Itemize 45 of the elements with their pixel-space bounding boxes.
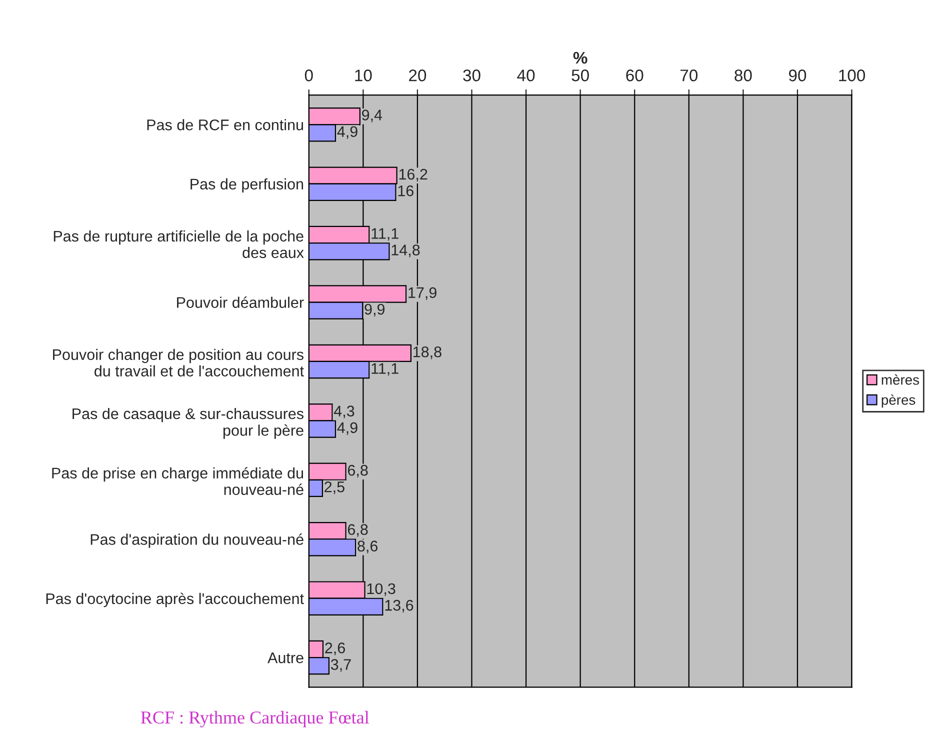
y-tick-label: Pas de prise en charge immédiate du nouveau-né: [52, 467, 304, 496]
x-tick-label: 90: [788, 70, 806, 82]
data-label: 4,9: [337, 126, 358, 139]
data-label: 16,2: [399, 168, 428, 182]
y-tick-label: Pas d'ocytocine après l'accouchement: [46, 592, 304, 608]
y-tick-label: Pas de RCF en continu: [147, 119, 304, 130]
data-label: 4,9: [337, 422, 358, 435]
data-label: 11,1: [372, 228, 398, 241]
data-label: 18,8: [413, 346, 442, 360]
data-label: 17,9: [408, 287, 436, 300]
data-label: 9,9: [364, 304, 385, 316]
legend-label: mères: [882, 374, 920, 385]
x-tick-label: 70: [680, 70, 698, 82]
data-label: 6,8: [348, 524, 368, 537]
data-label: 14,8: [392, 244, 420, 258]
data-label: 4,3: [334, 406, 354, 418]
x-tick-label: 50: [572, 70, 589, 82]
y-tick-label: Pouvoir déambuler: [177, 296, 304, 308]
y-tick-label: Pouvoir changer de position au cours du travail et de l'accouchement: [53, 348, 304, 376]
x-tick-label: 0: [304, 70, 313, 82]
data-label: 2,5: [324, 481, 344, 494]
y-tick-label: Pas de casaque & sur-chaussures pour le père: [72, 408, 304, 439]
x-tick-label: 80: [734, 70, 752, 82]
y-tick-label: Pas de perfusion: [190, 178, 304, 193]
y-tick-label: Pas d'aspiration du nouveau-né: [90, 533, 304, 548]
data-label: 10,3: [367, 583, 396, 596]
x-tick-label: 100: [839, 70, 866, 82]
data-label: 2,6: [325, 642, 345, 656]
text: RCF : Rythme Cardiaque Fœtal: [140, 710, 370, 728]
x-tick-label: 60: [626, 70, 644, 82]
data-label: 3,7: [330, 659, 351, 672]
x-tick-label: 20: [409, 70, 426, 82]
data-label: 6,8: [348, 464, 368, 478]
x-axis-title: %: [573, 52, 588, 64]
data-label: 16: [398, 185, 414, 196]
x-tick-label: 10: [355, 70, 372, 82]
x-tick-label: 40: [517, 70, 535, 82]
data-label: 8,6: [358, 540, 378, 554]
x-tick-label: 30: [463, 70, 480, 82]
data-label: 11,1: [372, 363, 398, 376]
y-tick-label: Pas de rupture artificielle de la poche des eaux: [54, 230, 304, 258]
data-label: 9,4: [362, 110, 382, 122]
legend-label: pères: [882, 394, 916, 408]
data-label: 13,6: [385, 600, 414, 613]
y-tick-label: Autre: [268, 652, 304, 664]
